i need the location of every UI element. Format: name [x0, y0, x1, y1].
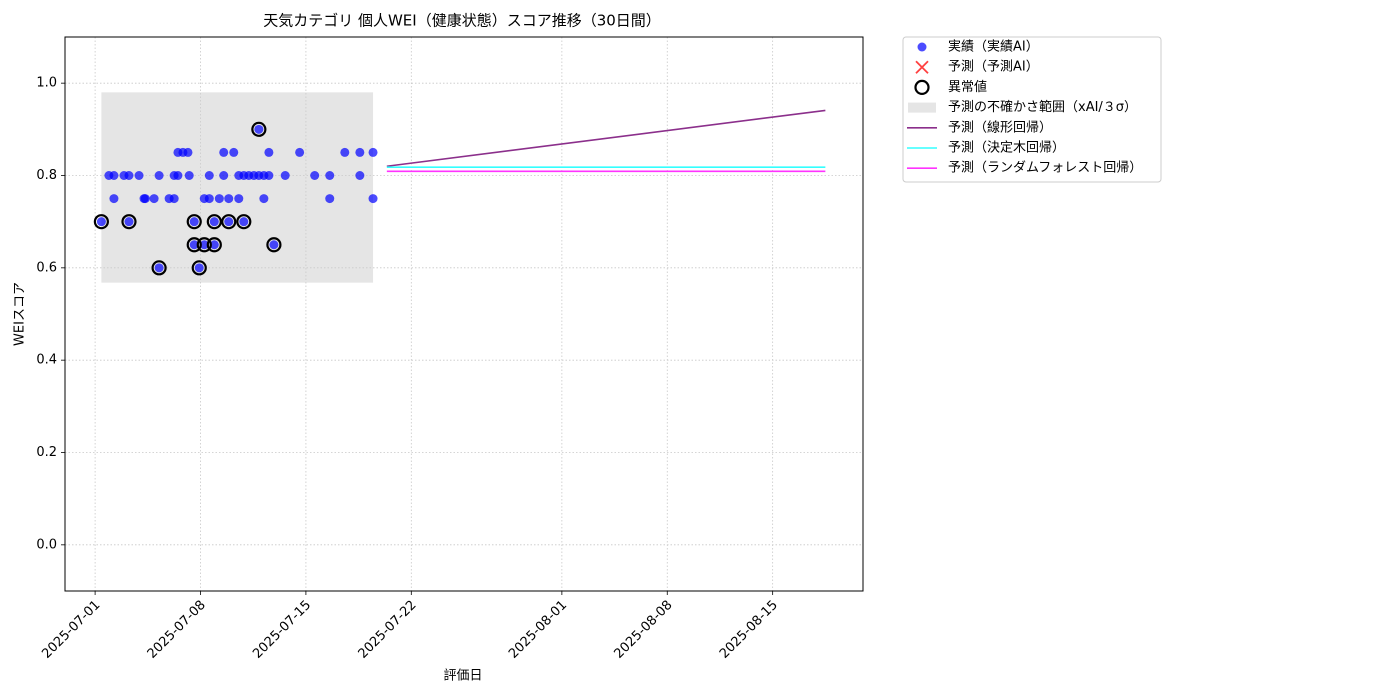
- anomaly-point: [191, 260, 207, 276]
- scatter-point: [254, 124, 264, 134]
- scatter-point: [199, 240, 209, 250]
- x-tick-label: 2025-08-01: [506, 598, 570, 662]
- scatter-point: [224, 194, 234, 204]
- scatter-point: [219, 171, 229, 180]
- scatter-point: [149, 194, 159, 204]
- legend-label: 予測の不確かさ範囲（xAI/３σ）: [948, 99, 1137, 115]
- scatter-point: [124, 171, 134, 180]
- axes-frame: [64, 36, 864, 592]
- scatter-point: [109, 194, 119, 204]
- scatter-point: [219, 147, 229, 157]
- scatter-point: [169, 194, 179, 204]
- anomaly-point: [266, 237, 282, 253]
- uncertainty-band: [101, 92, 374, 283]
- y-tick-label: 0.4: [36, 353, 57, 368]
- scatter-point: [189, 217, 199, 227]
- plot-area: [65, 37, 863, 591]
- scatter-point: [310, 171, 320, 180]
- legend-label: 予測（ランダムフォレスト回帰）: [948, 160, 1142, 176]
- scatter-point: [96, 217, 106, 227]
- x-tick-label: 2025-07-01: [39, 598, 103, 662]
- scatter-point: [224, 217, 234, 227]
- forecast-line: [386, 109, 826, 168]
- legend-label: 実績（実績AI）: [948, 39, 1039, 55]
- anomaly-point: [206, 237, 222, 253]
- scatter-point: [295, 147, 305, 157]
- scatter-point: [214, 194, 224, 204]
- scatter-point: [368, 147, 378, 157]
- scatter-point: [183, 147, 193, 157]
- scatter-point: [264, 147, 274, 157]
- x-tick-label: 2025-07-22: [356, 598, 420, 662]
- scatter-point: [109, 171, 119, 180]
- x-tick-label: 2025-07-15: [250, 598, 314, 662]
- scatter-point: [209, 217, 219, 227]
- y-tick-label: 0.8: [36, 168, 57, 183]
- scatter-point: [134, 171, 144, 180]
- scatter-point: [264, 171, 274, 180]
- y-axis-label: WEIスコア: [13, 282, 28, 346]
- scatter-point: [204, 194, 214, 204]
- x-marker-stroke: [915, 60, 929, 74]
- scatter-point: [239, 217, 249, 227]
- anomaly-point: [221, 214, 237, 230]
- y-tick-label: 0.6: [36, 260, 57, 275]
- anomaly-point: [186, 214, 202, 230]
- anomaly-point: [186, 237, 202, 253]
- y-tick-label: 0.2: [36, 445, 57, 460]
- scatter-point: [340, 147, 350, 157]
- chart-title: 天気カテゴリ 個人WEI（健康状態）スコア推移（30日間）: [263, 12, 661, 30]
- anomaly-point: [914, 79, 930, 96]
- scatter-point: [154, 263, 164, 273]
- legend-label: 予測（決定木回帰）: [948, 140, 1065, 156]
- anomaly-point: [206, 214, 222, 230]
- legend-label: 異常値: [948, 79, 987, 95]
- scatter-point: [325, 194, 335, 204]
- scatter-point: [194, 263, 204, 273]
- anomaly-point: [196, 237, 212, 253]
- legend-box: [902, 36, 1162, 183]
- scatter-point: [917, 42, 927, 52]
- scatter-point: [124, 217, 134, 227]
- legend-label: 予測（線形回帰）: [948, 119, 1052, 135]
- scatter-point: [259, 194, 269, 204]
- y-tick-label: 0.0: [36, 537, 57, 552]
- scatter-point: [209, 240, 219, 250]
- legend-swatch: [908, 102, 936, 113]
- y-tick-label: 1.0: [36, 76, 57, 91]
- x-tick-label: 2025-07-08: [145, 598, 209, 662]
- scatter-point: [368, 194, 378, 204]
- scatter-point: [355, 147, 365, 157]
- anomaly-point: [236, 214, 252, 230]
- scatter-point: [229, 147, 239, 157]
- scatter-point: [355, 171, 365, 180]
- scatter-point: [189, 240, 199, 250]
- scatter-point: [154, 171, 164, 180]
- scatter-point: [173, 171, 183, 180]
- scatter-point: [280, 171, 290, 180]
- anomaly-point: [121, 214, 137, 230]
- x-tick-label: 2025-08-15: [717, 598, 781, 662]
- anomaly-point: [151, 260, 167, 276]
- anomaly-point: [93, 214, 109, 230]
- x-tick-label: 2025-08-08: [612, 598, 676, 662]
- scatter-point: [184, 171, 194, 180]
- scatter-point: [140, 194, 150, 204]
- anomaly-point: [251, 121, 267, 137]
- scatter-point: [234, 194, 244, 204]
- scatter-point: [269, 240, 279, 250]
- legend-label: 予測（予測AI）: [948, 60, 1039, 75]
- x-axis-label: 評価日: [443, 669, 482, 684]
- scatter-point: [204, 171, 214, 180]
- scatter-point: [325, 171, 335, 180]
- x-marker: [915, 60, 929, 74]
